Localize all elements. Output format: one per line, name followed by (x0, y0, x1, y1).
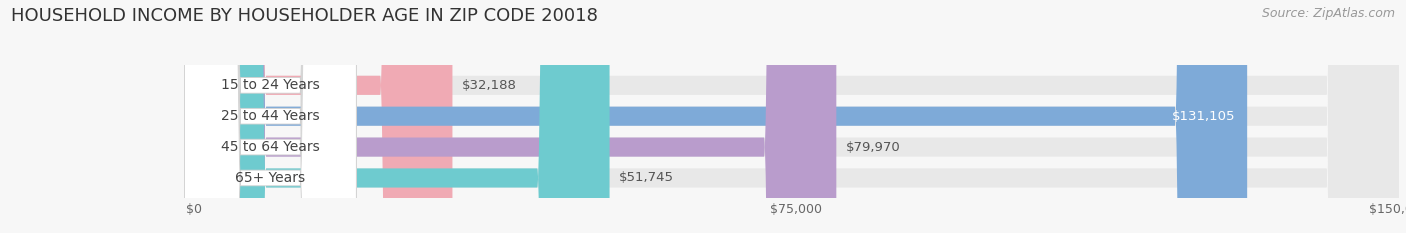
FancyBboxPatch shape (194, 0, 1399, 233)
FancyBboxPatch shape (194, 0, 1399, 233)
Text: $32,188: $32,188 (463, 79, 517, 92)
Text: 25 to 44 Years: 25 to 44 Years (221, 109, 319, 123)
Text: 45 to 64 Years: 45 to 64 Years (221, 140, 319, 154)
FancyBboxPatch shape (194, 0, 1399, 233)
Text: Source: ZipAtlas.com: Source: ZipAtlas.com (1261, 7, 1395, 20)
FancyBboxPatch shape (194, 0, 837, 233)
FancyBboxPatch shape (194, 0, 453, 233)
Text: 15 to 24 Years: 15 to 24 Years (221, 78, 319, 92)
Text: $79,970: $79,970 (846, 140, 901, 154)
FancyBboxPatch shape (184, 0, 356, 233)
FancyBboxPatch shape (194, 0, 1399, 233)
FancyBboxPatch shape (184, 0, 356, 233)
FancyBboxPatch shape (194, 0, 1247, 233)
Text: $51,745: $51,745 (619, 171, 675, 185)
FancyBboxPatch shape (184, 0, 356, 233)
Text: HOUSEHOLD INCOME BY HOUSEHOLDER AGE IN ZIP CODE 20018: HOUSEHOLD INCOME BY HOUSEHOLDER AGE IN Z… (11, 7, 598, 25)
FancyBboxPatch shape (184, 0, 356, 233)
FancyBboxPatch shape (194, 0, 610, 233)
Text: 65+ Years: 65+ Years (235, 171, 305, 185)
Text: $131,105: $131,105 (1171, 110, 1234, 123)
